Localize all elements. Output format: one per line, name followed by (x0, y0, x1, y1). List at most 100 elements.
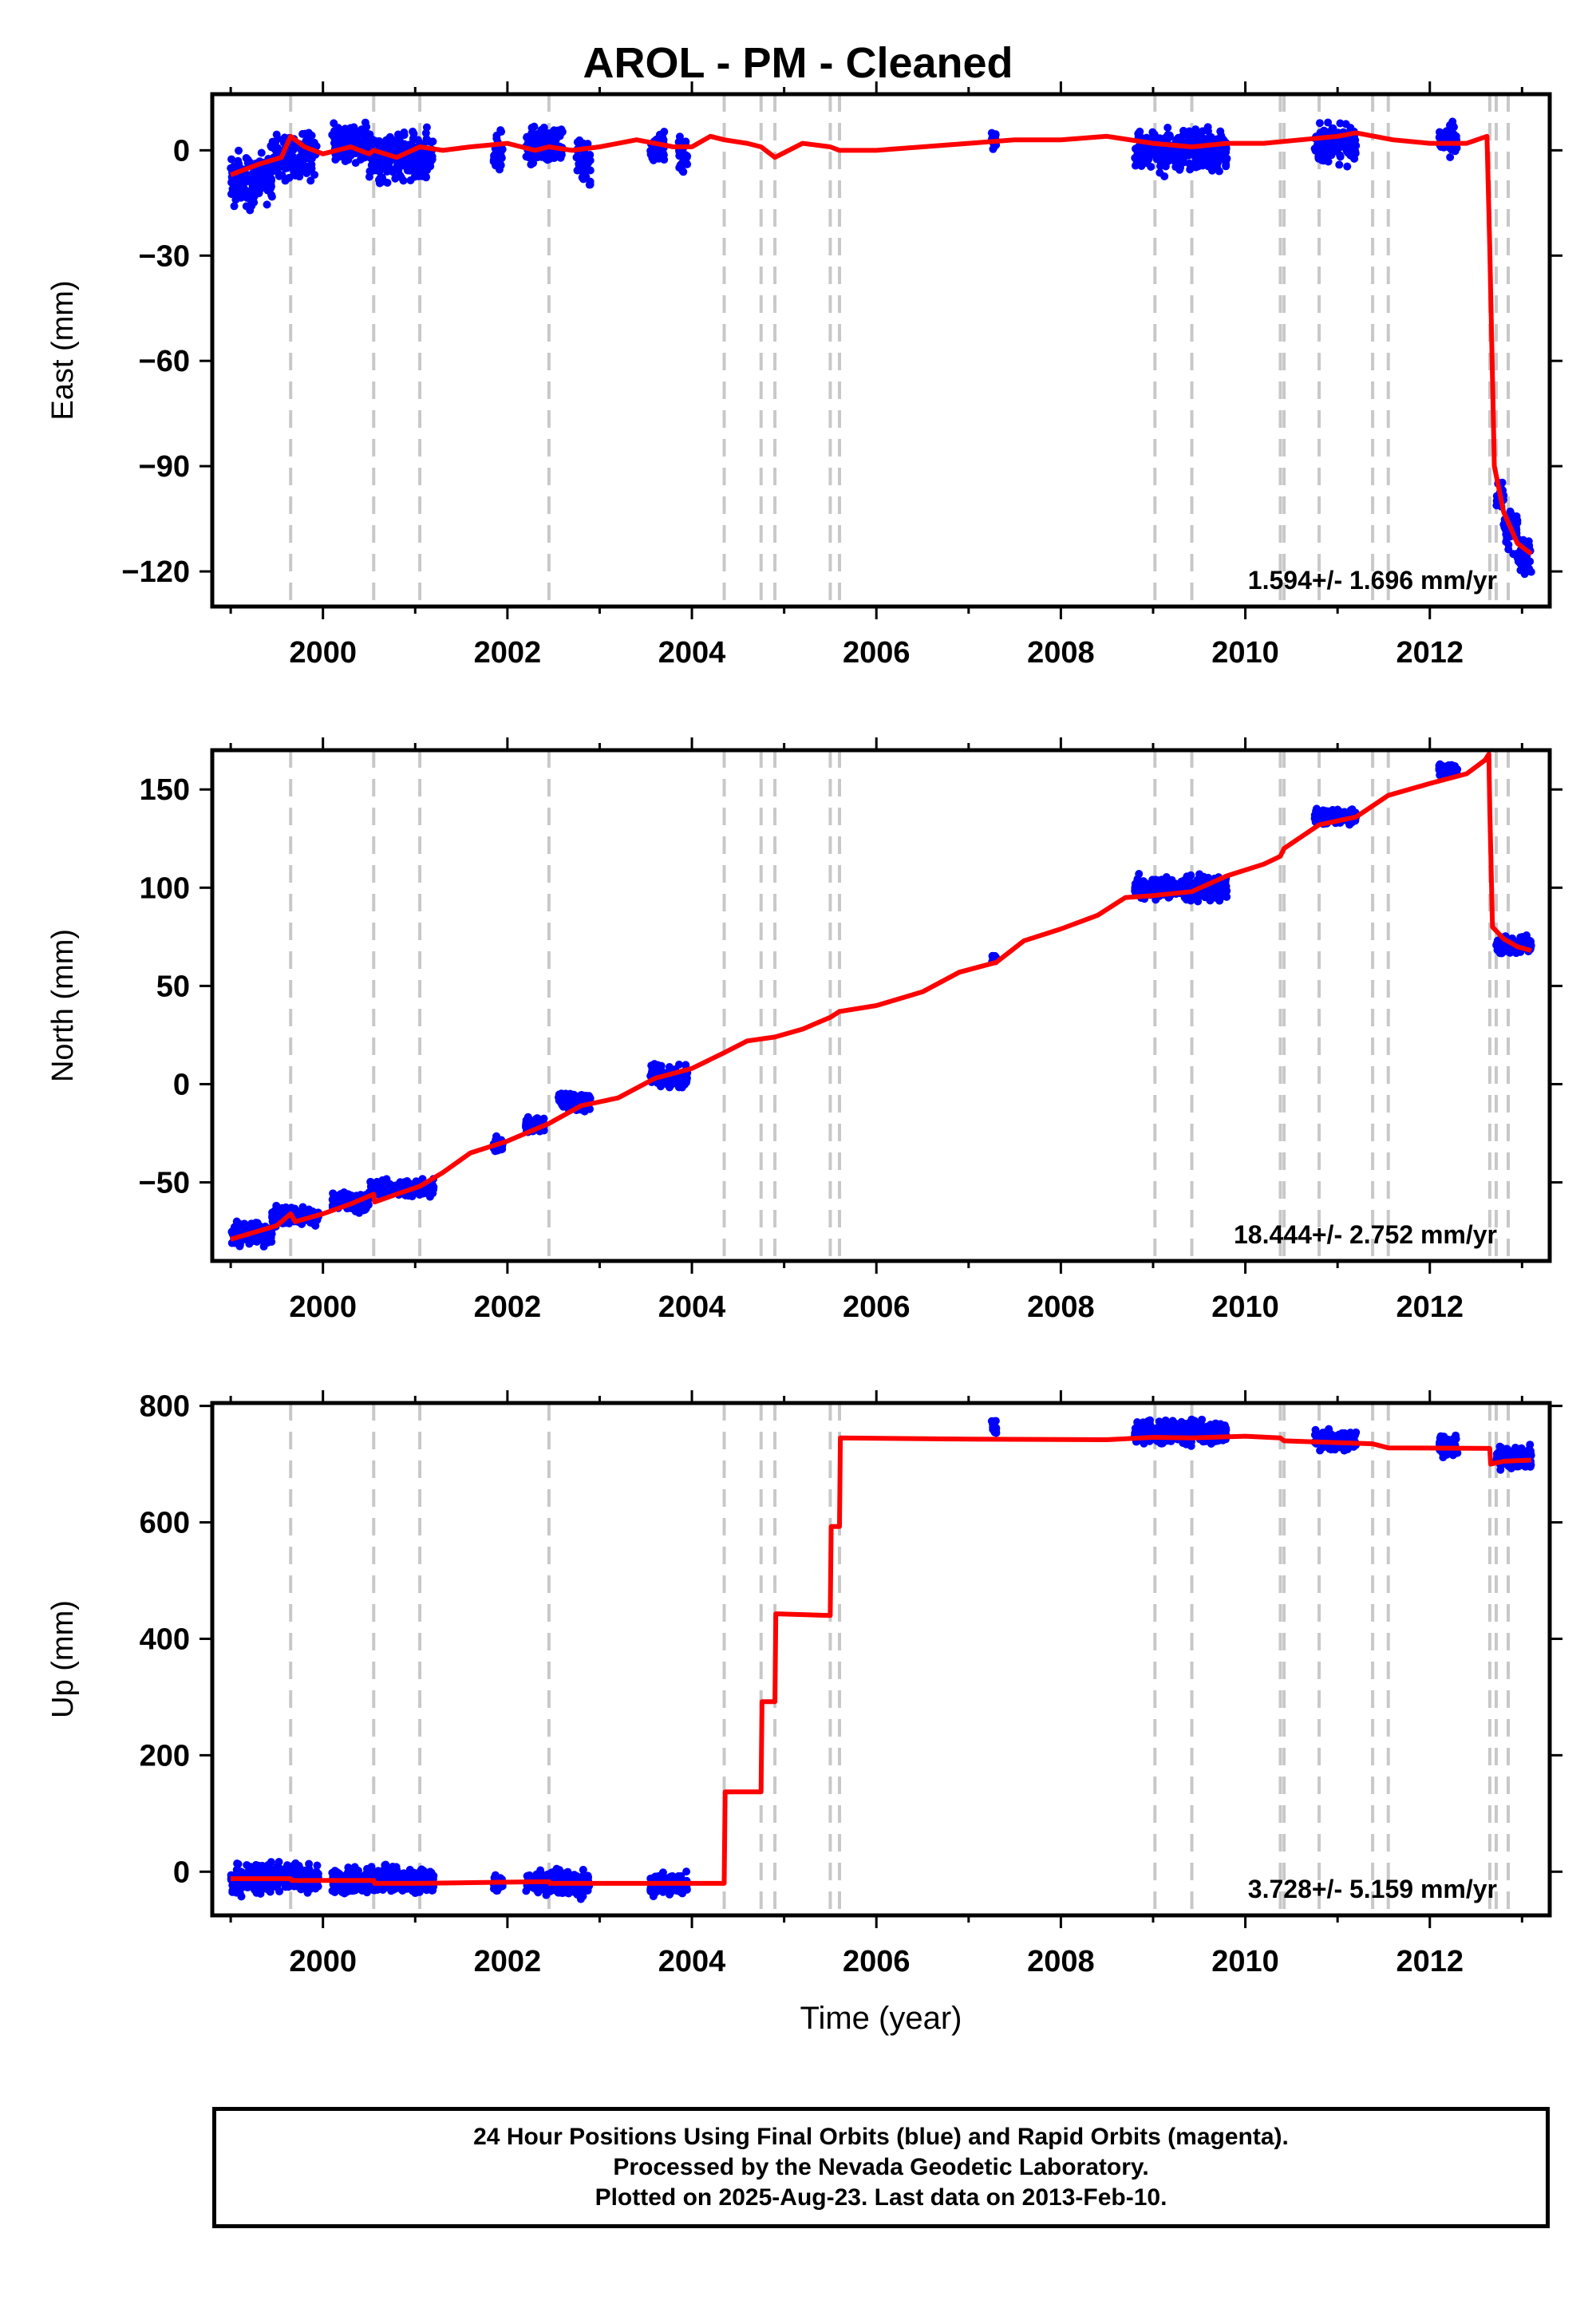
data-point (1519, 536, 1527, 544)
data-point (263, 200, 271, 209)
data-point (1220, 1421, 1229, 1430)
data-point (289, 1881, 298, 1890)
data-point (306, 137, 315, 146)
data-point (533, 1114, 542, 1123)
data-point (271, 139, 279, 148)
data-point (1335, 160, 1344, 169)
data-point (238, 182, 247, 191)
data-point (237, 1892, 246, 1901)
data-point (389, 1186, 397, 1195)
data-point (1330, 1432, 1339, 1441)
data-point (1148, 128, 1157, 136)
data-point (681, 1061, 690, 1069)
data-point (562, 1888, 571, 1897)
data-point (379, 1867, 388, 1875)
data-point (425, 1192, 434, 1201)
data-point (237, 193, 246, 202)
data-point (271, 145, 279, 154)
y-axis-label: East (mm) (46, 280, 80, 420)
data-point (1175, 165, 1184, 174)
data-point (1180, 893, 1189, 902)
data-point (351, 159, 360, 168)
data-point (1507, 510, 1516, 519)
data-point (650, 155, 658, 164)
x-tick-label: 2012 (1396, 636, 1464, 670)
data-point (573, 1888, 582, 1897)
data-point (341, 124, 350, 133)
data-point (418, 151, 427, 160)
data-point (1345, 136, 1353, 144)
plot-area (227, 94, 1535, 607)
data-point (1163, 879, 1171, 888)
data-point (1332, 808, 1341, 817)
rate-label: 18.444+/- 2.752 mm/yr (1234, 1220, 1497, 1249)
data-point (658, 148, 667, 156)
data-point (555, 1097, 563, 1105)
data-point (1321, 139, 1329, 148)
data-point (285, 163, 294, 172)
data-point (365, 143, 373, 152)
data-point (1199, 872, 1208, 881)
data-point (1330, 1445, 1339, 1454)
plot-area (227, 750, 1535, 1261)
data-point (294, 156, 303, 164)
data-point (576, 1895, 585, 1903)
plot-area (227, 1403, 1535, 1915)
data-point (421, 173, 430, 182)
data-point (682, 1071, 691, 1080)
data-point (308, 1207, 317, 1215)
y-tick-label: 0 (173, 134, 190, 168)
data-point (254, 172, 263, 180)
data-point (1343, 162, 1352, 171)
data-point (1198, 127, 1207, 136)
data-point (1188, 1421, 1197, 1430)
data-point (649, 1892, 658, 1901)
data-point (562, 1096, 571, 1105)
panel-frame (210, 748, 1552, 1263)
data-point (1163, 124, 1172, 132)
data-point (1185, 159, 1194, 168)
data-point (561, 1089, 570, 1098)
data-point (381, 1186, 389, 1195)
data-point (411, 1871, 420, 1879)
data-point (255, 186, 264, 195)
y-tick-label: 150 (140, 773, 190, 807)
data-point (239, 172, 247, 181)
data-point (409, 155, 418, 164)
x-tick-label: 2000 (289, 1290, 357, 1324)
data-point (567, 1873, 575, 1882)
data-point (1187, 896, 1195, 905)
x-tick-label: 2008 (1027, 1290, 1095, 1324)
data-point (1325, 813, 1333, 822)
data-point (1519, 565, 1528, 574)
y-tick-label: 100 (140, 871, 190, 905)
data-point (338, 1883, 347, 1891)
data-point (267, 175, 276, 184)
data-point (393, 158, 402, 167)
data-point (1191, 125, 1200, 134)
data-point (394, 166, 403, 175)
data-point (405, 1865, 414, 1874)
data-point (263, 1235, 272, 1243)
data-point (230, 202, 239, 211)
data-point (544, 150, 553, 159)
data-point (307, 152, 316, 161)
data-point (1500, 523, 1509, 532)
data-point (1324, 118, 1333, 127)
data-point (275, 172, 283, 180)
panel-1: 2000 2002 2004 2006 2008 2010 20120−30−60−90−1… (46, 81, 1562, 670)
data-point (312, 1867, 321, 1876)
data-point (328, 1868, 337, 1877)
data-point (1179, 126, 1188, 135)
data-point (1350, 145, 1359, 154)
data-point (417, 1865, 426, 1874)
data-point (363, 1864, 372, 1873)
data-point (261, 179, 270, 188)
data-point (1446, 153, 1455, 162)
data-point (385, 144, 393, 153)
data-point (349, 135, 358, 144)
y-tick-label: −90 (139, 450, 190, 484)
data-point (373, 1885, 381, 1894)
data-point (1156, 168, 1164, 177)
data-point (663, 1874, 672, 1883)
